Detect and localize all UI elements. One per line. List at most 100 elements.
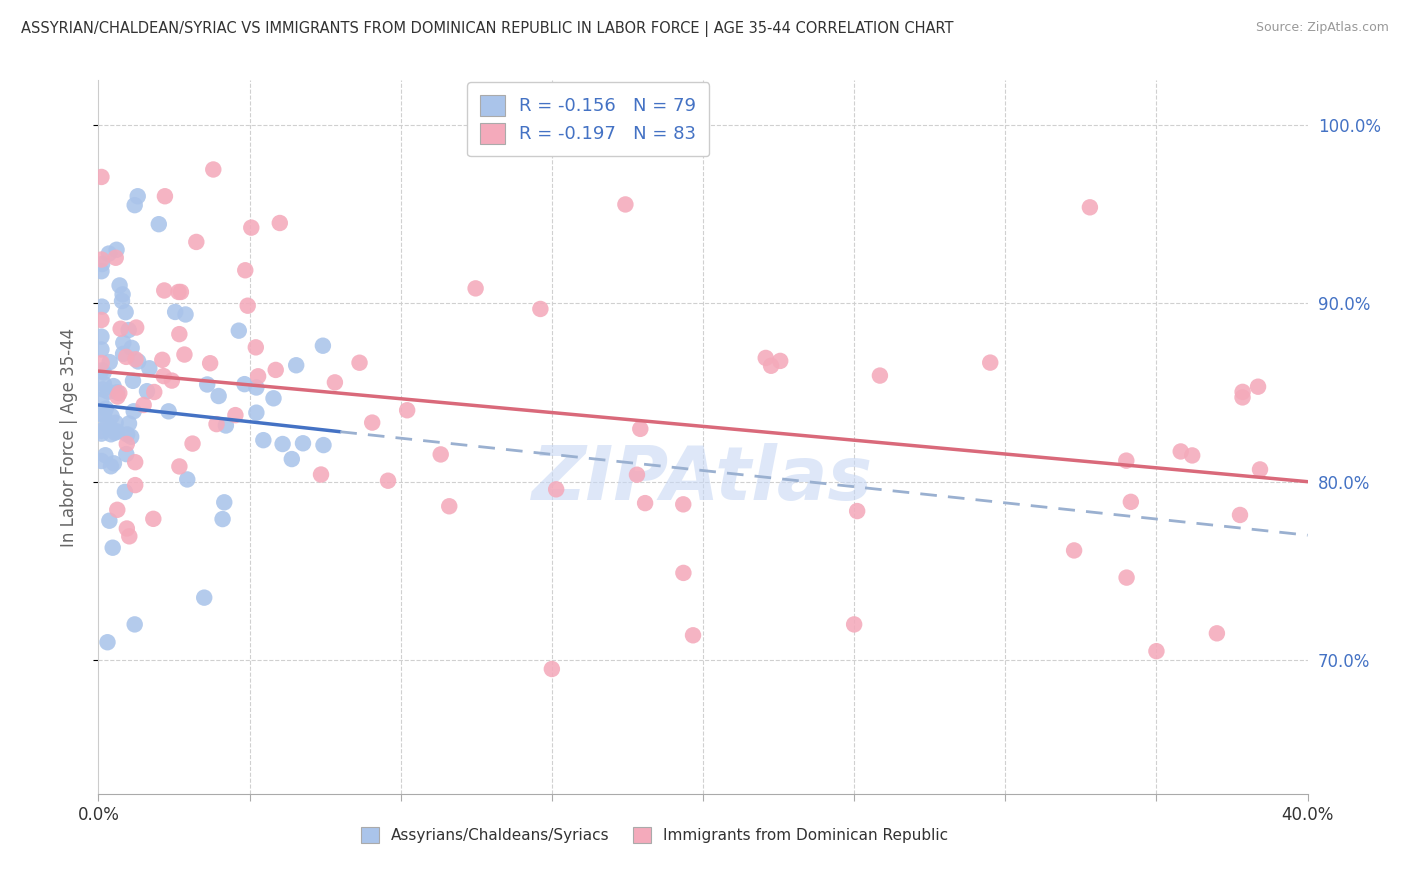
Point bbox=[1247, 380, 1270, 394]
Point bbox=[115, 447, 138, 461]
Point bbox=[247, 369, 270, 384]
Point bbox=[211, 512, 233, 526]
Point bbox=[233, 263, 256, 277]
Point bbox=[1232, 384, 1254, 399]
Point bbox=[90, 329, 112, 343]
Point bbox=[682, 628, 704, 642]
Point bbox=[127, 354, 149, 368]
Point bbox=[104, 416, 127, 430]
Point bbox=[165, 305, 187, 319]
Point bbox=[98, 355, 121, 369]
Point bbox=[104, 425, 127, 440]
Point bbox=[90, 343, 112, 357]
Point bbox=[1229, 508, 1251, 522]
Point bbox=[361, 416, 384, 430]
Point bbox=[142, 512, 165, 526]
Point bbox=[108, 386, 131, 401]
Point bbox=[309, 467, 332, 482]
Point bbox=[396, 403, 419, 417]
Point bbox=[124, 198, 146, 212]
Point bbox=[90, 363, 112, 377]
Point bbox=[529, 301, 551, 316]
Point bbox=[90, 169, 112, 184]
Point bbox=[98, 514, 121, 528]
Point bbox=[115, 427, 138, 442]
Point bbox=[118, 323, 141, 337]
Point bbox=[377, 474, 399, 488]
Point bbox=[90, 426, 112, 441]
Point bbox=[153, 284, 176, 298]
Point bbox=[285, 358, 308, 372]
Point bbox=[148, 217, 170, 231]
Point bbox=[263, 392, 285, 406]
Point bbox=[252, 433, 274, 447]
Point bbox=[104, 251, 127, 265]
Point bbox=[124, 455, 146, 469]
Point bbox=[755, 351, 778, 365]
Point bbox=[546, 483, 568, 497]
Point bbox=[91, 257, 114, 271]
Point bbox=[105, 243, 128, 257]
Point bbox=[1144, 644, 1167, 658]
Point bbox=[96, 635, 118, 649]
Point bbox=[112, 347, 135, 361]
Point bbox=[312, 339, 335, 353]
Point bbox=[170, 285, 193, 299]
Point bbox=[1063, 543, 1085, 558]
Point bbox=[101, 541, 124, 555]
Point bbox=[112, 335, 135, 350]
Point bbox=[90, 392, 112, 407]
Point bbox=[125, 320, 148, 334]
Point bbox=[233, 377, 256, 392]
Point bbox=[181, 436, 204, 450]
Point bbox=[1181, 449, 1204, 463]
Point bbox=[90, 264, 112, 278]
Point bbox=[96, 417, 118, 432]
Point bbox=[105, 503, 128, 517]
Point bbox=[193, 591, 215, 605]
Point bbox=[1119, 495, 1142, 509]
Point bbox=[198, 356, 221, 370]
Point bbox=[100, 409, 122, 424]
Point bbox=[152, 369, 174, 384]
Point bbox=[1115, 453, 1137, 467]
Point bbox=[94, 401, 117, 416]
Point bbox=[1249, 462, 1271, 476]
Point bbox=[124, 478, 146, 492]
Point bbox=[1115, 571, 1137, 585]
Point bbox=[114, 305, 136, 319]
Point bbox=[90, 424, 112, 438]
Point bbox=[97, 384, 120, 399]
Point bbox=[124, 352, 146, 367]
Point bbox=[195, 377, 218, 392]
Point bbox=[136, 384, 159, 399]
Point bbox=[614, 197, 637, 211]
Point bbox=[143, 384, 166, 399]
Point bbox=[228, 324, 250, 338]
Point bbox=[90, 356, 112, 370]
Point bbox=[157, 404, 180, 418]
Point bbox=[100, 427, 122, 442]
Point bbox=[846, 504, 869, 518]
Point bbox=[844, 617, 866, 632]
Point bbox=[138, 361, 160, 376]
Point bbox=[672, 497, 695, 511]
Point bbox=[169, 327, 191, 342]
Point bbox=[127, 189, 149, 203]
Point bbox=[118, 529, 141, 543]
Point bbox=[236, 299, 259, 313]
Point bbox=[1206, 626, 1229, 640]
Point bbox=[215, 418, 238, 433]
Point bbox=[153, 189, 176, 203]
Point bbox=[1232, 391, 1254, 405]
Point bbox=[205, 417, 228, 431]
Point bbox=[94, 448, 117, 462]
Point bbox=[115, 350, 138, 364]
Point bbox=[540, 662, 562, 676]
Point bbox=[429, 447, 451, 461]
Point bbox=[108, 278, 131, 293]
Point bbox=[93, 365, 115, 379]
Point bbox=[769, 354, 792, 368]
Point bbox=[115, 521, 138, 535]
Point bbox=[173, 347, 195, 361]
